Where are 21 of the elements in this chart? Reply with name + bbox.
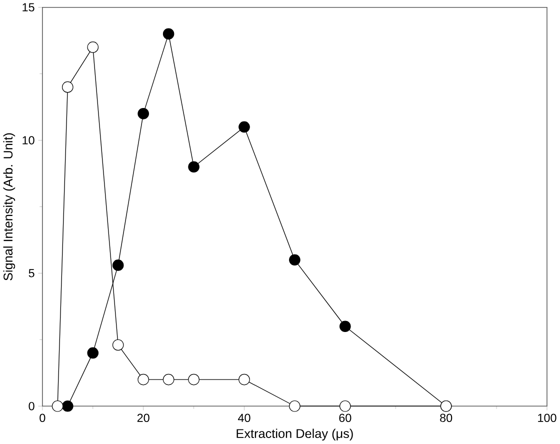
point [87, 347, 99, 359]
x-tick-label: 0 [40, 414, 46, 422]
point [138, 108, 149, 120]
x-tick-label: 100 [538, 414, 556, 422]
y-axis-title: Signal Intensity (Arb. Unit) [3, 133, 16, 280]
x-tick-label: 60 [339, 414, 352, 422]
y-tick-label: 5 [28, 269, 34, 278]
point [339, 320, 351, 332]
point [188, 161, 200, 173]
x-tick-label: 40 [238, 414, 250, 422]
point [62, 400, 74, 412]
y-tick-label: 15 [22, 3, 34, 12]
point [238, 121, 250, 133]
point [162, 28, 174, 40]
y-tick-label: 10 [22, 136, 34, 144]
x-tick-label: 80 [440, 414, 452, 422]
x-tick-label: 20 [137, 414, 150, 422]
point [112, 260, 124, 271]
y-tick-label: 0 [28, 402, 34, 410]
point [289, 254, 300, 266]
x-axis-title: Extraction Delay (μs) [236, 428, 353, 441]
